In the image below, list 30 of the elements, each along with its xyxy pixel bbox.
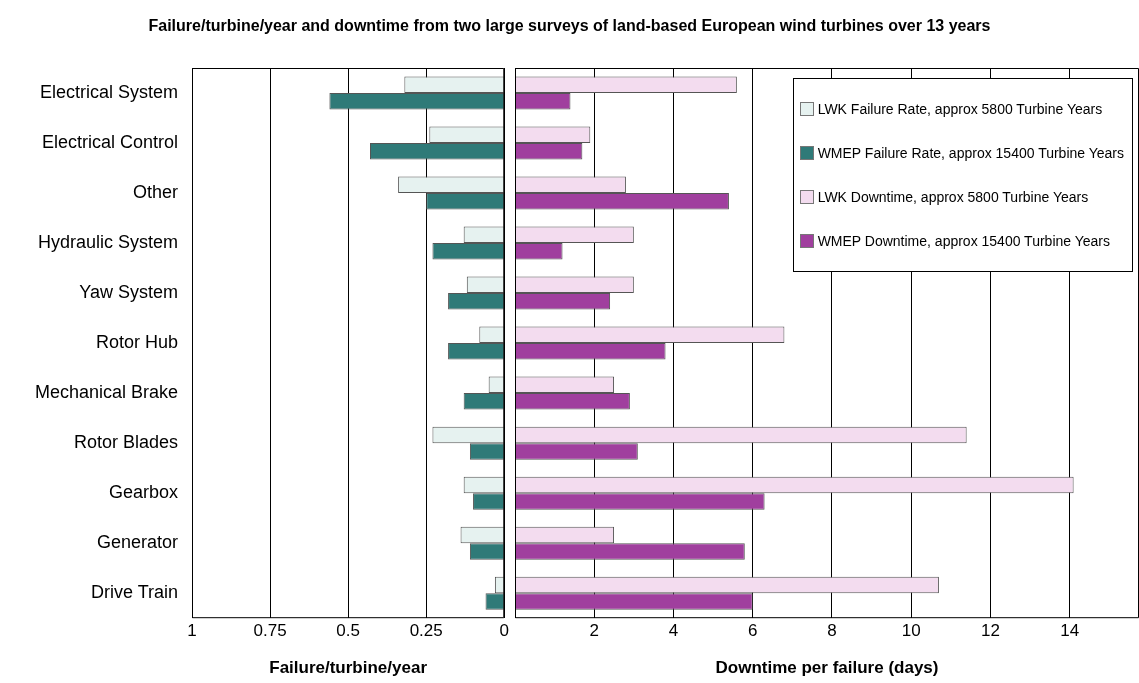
x-tick-label: 8 — [827, 621, 837, 641]
y-tick-label: Mechanical Brake — [34, 382, 178, 403]
x-tick-label: 4 — [668, 621, 679, 641]
x-tick-label: 1 — [187, 621, 197, 641]
legend-label: WMEP Downtime, approx 15400 Turbine Years — [817, 233, 1110, 249]
y-tick-label: Rotor Hub — [95, 332, 178, 353]
x-tick-label: 0.75 — [253, 621, 287, 641]
y-tick-label: Gearbox — [108, 482, 178, 503]
text: Failure/turbine/year and downtime from two large surveys of land-based European wind turbines over 13 years — [147, 16, 992, 36]
x-tick-label: 0.25 — [409, 621, 443, 641]
legend-label: WMEP Failure Rate, approx 15400 Turbine Years — [817, 145, 1124, 161]
legend-label: LWK Downtime, approx 5800 Turbine Years — [817, 189, 1089, 205]
x-tick-label: 12 — [980, 621, 1000, 641]
y-tick-label: Yaw System — [79, 282, 178, 303]
x-axis-title: Downtime per failure (days) — [715, 658, 939, 678]
legend-label: LWK Failure Rate, approx 5800 Turbine Years — [817, 101, 1103, 117]
y-tick-label: Drive Train — [90, 582, 178, 603]
y-tick-label: Electrical System — [39, 81, 178, 102]
x-tick-label: 2 — [589, 621, 599, 641]
y-tick-label: Rotor Blades — [73, 432, 178, 453]
y-tick-label: Electrical Control — [41, 132, 178, 152]
y-tick-label: Generator — [96, 532, 178, 553]
y-tick-label: Other — [132, 182, 178, 203]
x-tick-label: 6 — [747, 621, 758, 641]
x-tick-label: 14 — [1060, 621, 1080, 641]
x-tick-label: 0.5 — [336, 621, 360, 641]
x-axis-title: Failure/turbine/year — [269, 658, 428, 678]
x-tick-label: 0 — [499, 621, 510, 641]
x-tick-label: 10 — [901, 621, 921, 641]
y-tick-label: Hydraulic System — [37, 232, 178, 253]
